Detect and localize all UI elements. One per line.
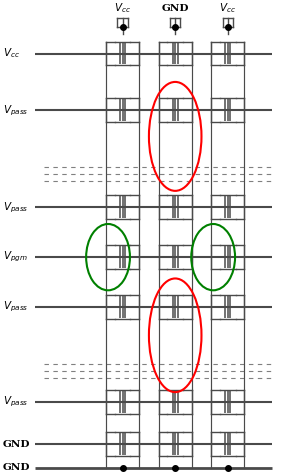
Text: $V_{cc}$: $V_{cc}$	[3, 47, 20, 60]
Text: $V_{pass}$: $V_{pass}$	[3, 103, 29, 117]
Text: $V_{pass}$: $V_{pass}$	[3, 200, 29, 215]
Text: GND: GND	[3, 440, 30, 449]
Text: $V_{pass}$: $V_{pass}$	[3, 300, 29, 314]
Text: $V_{cc}$: $V_{cc}$	[219, 1, 236, 15]
Text: $V_{pass}$: $V_{pass}$	[3, 394, 29, 409]
Text: GND: GND	[3, 464, 30, 473]
Text: $V_{pgm}$: $V_{pgm}$	[3, 250, 28, 265]
Text: GND: GND	[161, 4, 189, 13]
Text: $V_{cc}$: $V_{cc}$	[114, 1, 131, 15]
